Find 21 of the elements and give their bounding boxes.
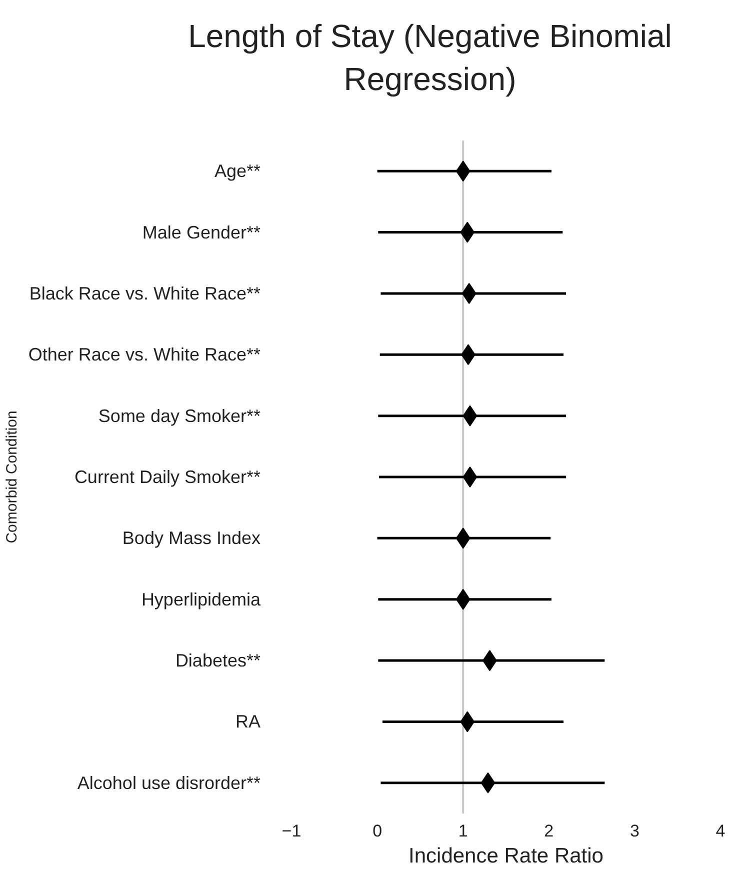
x-tick-label: 2 [544,822,554,840]
x-tick-label: 4 [716,822,726,840]
y-tick-label: Hyperlipidemia [141,589,262,610]
x-axis-title: Incidence Rate Ratio [408,844,604,868]
x-tick-label: −1 [282,822,302,840]
y-tick-label: Other Race vs. White Race** [28,344,261,365]
y-tick-label: Current Daily Smoker** [74,467,261,487]
y-tick-label: Black Race vs. White Race** [29,283,261,304]
y-tick-label: Male Gender** [142,222,261,242]
y-tick-label: Age** [214,161,261,182]
y-tick-label: Some day Smoker** [98,406,261,426]
y-tick-label: Body Mass Index [122,528,261,548]
y-tick-label: Diabetes** [175,650,261,671]
y-tick-label: RA [235,712,261,732]
y-tick-label: Alcohol use disrorder** [77,772,260,793]
point [462,466,478,488]
chart-title: Length of Stay (Negative Binomial Regression) [187,17,673,100]
x-tick-label: 3 [630,822,640,840]
x-tick-label: 1 [458,822,468,840]
y-axis-title: Comorbid Condition [3,410,20,544]
x-tick-label: 0 [372,822,382,840]
